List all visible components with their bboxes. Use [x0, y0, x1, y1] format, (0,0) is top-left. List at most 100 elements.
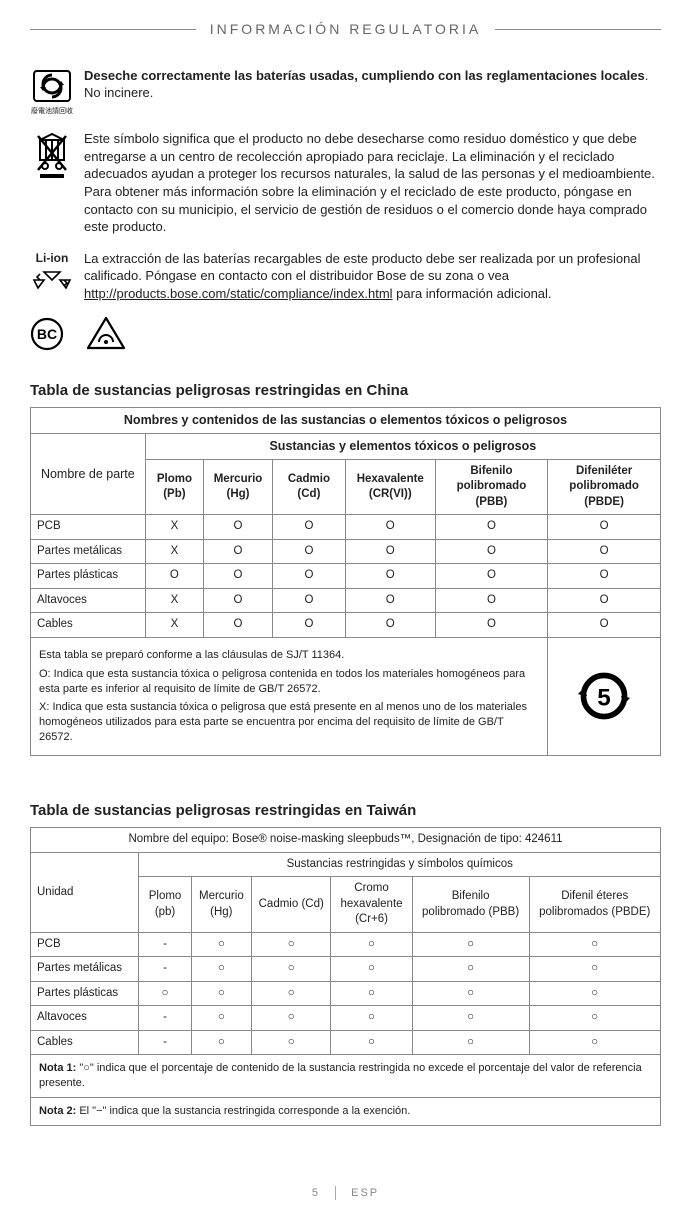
cell: ○ — [529, 981, 660, 1006]
taiwan-col: Cromo hexavalente(Cr+6) — [331, 877, 412, 933]
cell: O — [435, 613, 548, 638]
cell: X — [145, 588, 203, 613]
cell: ○ — [139, 981, 191, 1006]
battery-recycle-caption: 廢電池請回收 — [31, 107, 73, 116]
cell: O — [548, 588, 661, 613]
table-row: PCB-○○○○○ — [31, 932, 661, 957]
cell: O — [272, 539, 345, 564]
battery-disposal-block: 廢電池請回收 Deseche correctamente las batería… — [30, 67, 661, 116]
page-header: INFORMACIÓN REGULATORIA — [30, 20, 661, 39]
cell: ○ — [191, 1006, 251, 1031]
part-name: Cables — [31, 1030, 139, 1055]
table-row: PCBXOOOOO — [31, 515, 661, 540]
cell: ○ — [252, 932, 331, 957]
cell: ○ — [412, 981, 529, 1006]
part-name: Partes plásticas — [31, 981, 139, 1006]
cell: - — [139, 1006, 191, 1031]
cell: ○ — [412, 1006, 529, 1031]
taiwan-header-sub: Sustancias restringidas y símbolos quími… — [139, 852, 661, 877]
cell: O — [548, 515, 661, 540]
cell: O — [204, 564, 273, 589]
cell: ○ — [191, 957, 251, 982]
epup-badge: 5 — [548, 637, 661, 755]
china-col: Difeniléter polibromado(PBDE) — [548, 459, 661, 515]
part-name: PCB — [31, 932, 139, 957]
cell: O — [272, 564, 345, 589]
cell: O — [345, 613, 435, 638]
weee-block: Este símbolo significa que el producto n… — [30, 130, 661, 235]
table-row: AltavocesXOOOOO — [31, 588, 661, 613]
cell: ○ — [529, 957, 660, 982]
china-table-header-main: Nombres y contenidos de las sustancias o… — [31, 408, 661, 434]
weee-text: Este símbolo significa que el producto n… — [84, 130, 661, 235]
taiwan-col: Difenil éteres polibromados (PBDE) — [529, 877, 660, 933]
part-name: Partes plásticas — [31, 564, 146, 589]
taiwan-table: Nombre del equipo: Bose® noise-masking s… — [30, 827, 661, 1126]
rcm-badge-icon — [84, 316, 128, 357]
taiwan-col-part: Unidad — [31, 852, 139, 932]
badge-row: BC — [30, 316, 661, 357]
part-name: Partes metálicas — [31, 957, 139, 982]
page-number: 5 — [312, 1187, 320, 1199]
table-row: Partes plásticas○○○○○○ — [31, 981, 661, 1006]
cell: O — [272, 613, 345, 638]
battery-recycle-icon: 廢電池請回收 — [30, 67, 74, 116]
cell: ○ — [331, 1006, 412, 1031]
table-row: Cables-○○○○○ — [31, 1030, 661, 1055]
compliance-link[interactable]: http://products.bose.com/static/complian… — [84, 286, 393, 301]
china-footnotes: Esta tabla se preparó conforme a las clá… — [31, 637, 548, 755]
table-row: Partes metálicasXOOOOO — [31, 539, 661, 564]
cell: ○ — [191, 981, 251, 1006]
cell: O — [345, 588, 435, 613]
table-row: Partes plásticasOOOOOO — [31, 564, 661, 589]
cell: O — [548, 613, 661, 638]
table-row: Partes metálicas-○○○○○ — [31, 957, 661, 982]
cell: O — [272, 515, 345, 540]
cell: O — [435, 515, 548, 540]
cell: O — [145, 564, 203, 589]
cell: ○ — [331, 981, 412, 1006]
cell: X — [145, 539, 203, 564]
china-col: Plomo(Pb) — [145, 459, 203, 515]
liion-text: La extracción de las baterías recargable… — [84, 250, 661, 303]
cell: O — [204, 539, 273, 564]
cell: ○ — [529, 932, 660, 957]
table-row: CablesXOOOOO — [31, 613, 661, 638]
part-name: Cables — [31, 613, 146, 638]
part-name: Altavoces — [31, 1006, 139, 1031]
liion-icon: Li-ion — [30, 250, 74, 296]
battery-disposal-text: Deseche correctamente las baterías usada… — [84, 67, 661, 102]
cell: ○ — [412, 1030, 529, 1055]
taiwan-col: Cadmio (Cd) — [252, 877, 331, 933]
taiwan-equip: Nombre del equipo: Bose® noise-masking s… — [31, 828, 661, 853]
cell: O — [204, 613, 273, 638]
cell: ○ — [191, 932, 251, 957]
cell: - — [139, 957, 191, 982]
cell: O — [345, 539, 435, 564]
taiwan-note2: Nota 2: El "−" indica que la sustancia r… — [31, 1098, 661, 1126]
taiwan-table-title: Tabla de sustancias peligrosas restringi… — [30, 801, 661, 821]
china-col: Bifenilo polibromado(PBB) — [435, 459, 548, 515]
taiwan-col: Plomo(pb) — [139, 877, 191, 933]
cell: O — [345, 564, 435, 589]
cell: - — [139, 932, 191, 957]
cell: O — [345, 515, 435, 540]
cell: O — [548, 539, 661, 564]
china-col-part: Nombre de parte — [31, 433, 146, 514]
cell: X — [145, 515, 203, 540]
cell: O — [548, 564, 661, 589]
cell: ○ — [252, 957, 331, 982]
taiwan-col: Mercurio(Hg) — [191, 877, 251, 933]
part-name: PCB — [31, 515, 146, 540]
page-footer: 5 ESP — [30, 1186, 661, 1201]
bc-badge-icon: BC — [30, 317, 64, 356]
cell: O — [204, 515, 273, 540]
svg-text:BC: BC — [37, 326, 57, 342]
cell: O — [435, 588, 548, 613]
table-row: Altavoces-○○○○○ — [31, 1006, 661, 1031]
cell: - — [139, 1030, 191, 1055]
weee-icon — [30, 130, 74, 180]
cell: ○ — [252, 1006, 331, 1031]
cell: ○ — [529, 1030, 660, 1055]
cell: O — [435, 539, 548, 564]
